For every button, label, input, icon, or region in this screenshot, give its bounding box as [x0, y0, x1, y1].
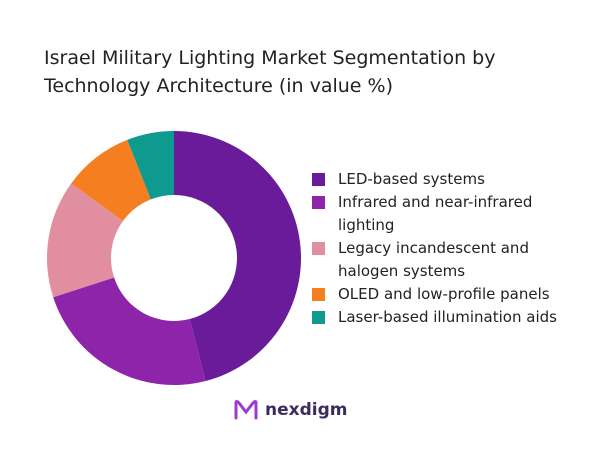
legend-label: OLED and low-profile panels: [338, 285, 550, 303]
chart-title: Israel Military Lighting Market Segmenta…: [44, 47, 496, 97]
legend-item: Laser-based illumination aids: [312, 306, 592, 329]
donut-slice: [174, 131, 302, 382]
legend-swatch: [312, 288, 325, 301]
legend-label: Laser-based illumination aids: [338, 308, 557, 326]
donut-slice: [46, 183, 124, 298]
legend-swatch: [312, 173, 325, 186]
donut-slice: [127, 131, 174, 200]
donut-slice: [71, 139, 151, 221]
donut-slice: [53, 277, 206, 386]
logo-text: nexdigm: [265, 400, 348, 420]
legend-label: LED-based systems: [338, 170, 485, 188]
legend-label: Legacy incandescent and halogen systems: [338, 239, 529, 280]
legend-swatch: [312, 242, 325, 255]
legend: LED-based systems Infrared and near-infra…: [312, 168, 592, 329]
legend-swatch: [312, 311, 325, 324]
legend-swatch: [312, 196, 325, 209]
legend-item: Legacy incandescent and halogen systems: [312, 237, 592, 283]
legend-label: Infrared and near-infrared lighting: [338, 193, 533, 234]
logo: nexdigm: [233, 398, 347, 422]
logo-icon: [234, 400, 258, 420]
legend-item: Infrared and near-infrared lighting: [312, 191, 592, 237]
legend-item: LED-based systems: [312, 168, 592, 191]
legend-item: OLED and low-profile panels: [312, 283, 592, 306]
